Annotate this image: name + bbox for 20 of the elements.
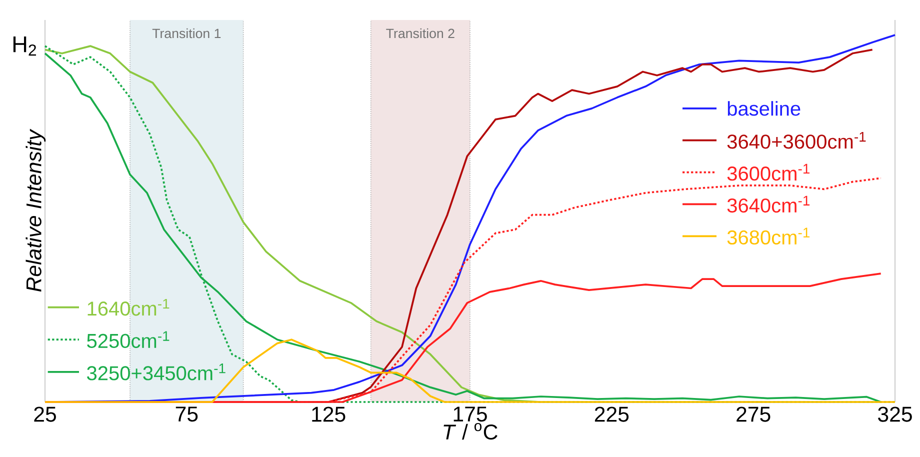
x-tick-label: 325 <box>878 406 912 422</box>
x-tick-label: 225 <box>594 406 629 422</box>
legend-label: 3640cm$^{-1}$ <box>727 196 810 213</box>
x-axis-title: T / $^{o}$C <box>444 422 498 440</box>
legend-label: 3640+3600cm$^{-1}$ <box>727 132 866 149</box>
text: H$_{2}$ <box>13 36 36 56</box>
x-tick-label: 75 <box>176 406 198 422</box>
band-label: Transition 1 <box>152 28 221 38</box>
band-label: Transition 2 <box>386 28 454 38</box>
legend-label: 1640cm$^{-1}$ <box>88 298 170 316</box>
x-tick-label: 175 <box>454 406 487 422</box>
x-tick-label: 25 <box>34 406 56 422</box>
y-axis-title: Relative Intensity <box>26 128 46 292</box>
legend-label: 3250+3450cm$^{-1}$ <box>87 364 226 380</box>
legend-label: baseline <box>728 101 800 116</box>
legend-label: 3680cm$^{-1}$ <box>727 228 810 245</box>
legend-label: 3600cm$^{-1}$ <box>727 164 810 181</box>
x-tick-label: 125 <box>312 406 346 422</box>
legend-label: 5250cm$^{-1}$ <box>87 331 170 348</box>
x-tick-label: 275 <box>736 406 770 422</box>
